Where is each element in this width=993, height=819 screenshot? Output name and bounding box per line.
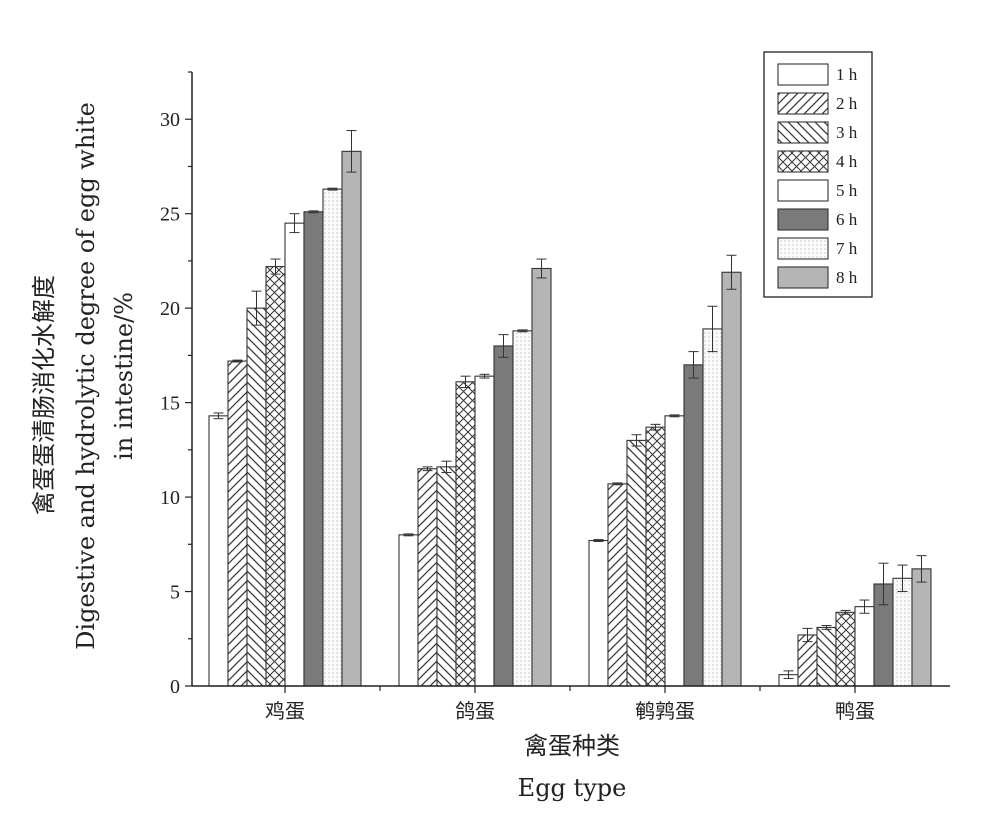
bar [398, 534, 419, 687]
y-tick-label: 25 [160, 204, 180, 226]
x-axis-title-en: Egg type [518, 774, 627, 802]
bar [797, 634, 818, 687]
bar [607, 483, 628, 687]
bar [341, 150, 362, 687]
bar [436, 466, 457, 687]
legend-label: 1 h [836, 65, 858, 84]
legend-label: 4 h [836, 152, 858, 171]
bar [645, 426, 666, 687]
bar [531, 267, 552, 687]
y-tick-label: 0 [170, 676, 180, 698]
bar [265, 266, 286, 687]
y-axis-title-en-line2: in intestine/% [110, 292, 138, 460]
bar [626, 439, 647, 687]
bar [721, 271, 742, 687]
y-tick-label: 20 [160, 298, 180, 320]
bar [512, 330, 533, 687]
bar [664, 415, 685, 687]
y-tick-label: 15 [160, 393, 180, 415]
legend-label: 7 h [836, 239, 858, 258]
bar [246, 307, 267, 687]
x-axis: 鸡蛋 鸽蛋 鹌鹑蛋 鸭蛋 [192, 685, 950, 723]
x-tick-label: 鸭蛋 [835, 699, 875, 723]
bar [892, 577, 913, 687]
bar [588, 539, 609, 687]
x-tick-label: 鸡蛋 [265, 699, 305, 723]
y-tick-label: 5 [170, 582, 180, 604]
legend-box [763, 51, 873, 298]
bar [474, 375, 495, 687]
legend-swatch [777, 237, 829, 260]
bar [455, 381, 476, 687]
x-tick-label: 鹌鹑蛋 [635, 699, 695, 723]
bar [417, 468, 438, 687]
legend: 1 h 2 h 3 h 4 h 5 h 6 h 7 h 8 h [763, 51, 873, 298]
legend-swatch [777, 208, 829, 231]
bar [835, 611, 856, 687]
legend-swatch [777, 63, 829, 86]
y-axis-title-cn: 禽蛋蛋清肠消化水解度 [30, 275, 58, 515]
bar [208, 415, 229, 687]
bar [322, 188, 343, 687]
bar [303, 211, 324, 687]
legend-swatch [777, 266, 829, 289]
y-tick-label: 10 [160, 487, 180, 509]
legend-swatch [777, 121, 829, 144]
legend-label: 8 h [836, 268, 858, 287]
bar [854, 606, 875, 687]
legend-swatch [777, 92, 829, 115]
legend-swatch [777, 179, 829, 202]
y-tick-label: 30 [160, 109, 180, 131]
bar [493, 345, 514, 687]
x-tick-label: 鸽蛋 [455, 699, 495, 723]
legend-label: 6 h [836, 210, 858, 229]
bar [227, 360, 248, 687]
bar [702, 328, 723, 687]
legend-label: 5 h [836, 181, 858, 200]
legend-swatch [777, 150, 829, 173]
bar [911, 568, 932, 687]
bar [816, 626, 837, 687]
legend-label: 2 h [836, 94, 858, 113]
y-axis: 0 5 10 15 20 25 30 [160, 71, 193, 698]
bar [284, 222, 305, 687]
plot-area [208, 130, 932, 687]
x-axis-title-cn: 禽蛋种类 [524, 732, 620, 760]
bar [683, 364, 704, 687]
y-axis-title-en-line1: Digestive and hydrolytic degree of egg w… [72, 102, 100, 650]
legend-label: 3 h [836, 123, 858, 142]
